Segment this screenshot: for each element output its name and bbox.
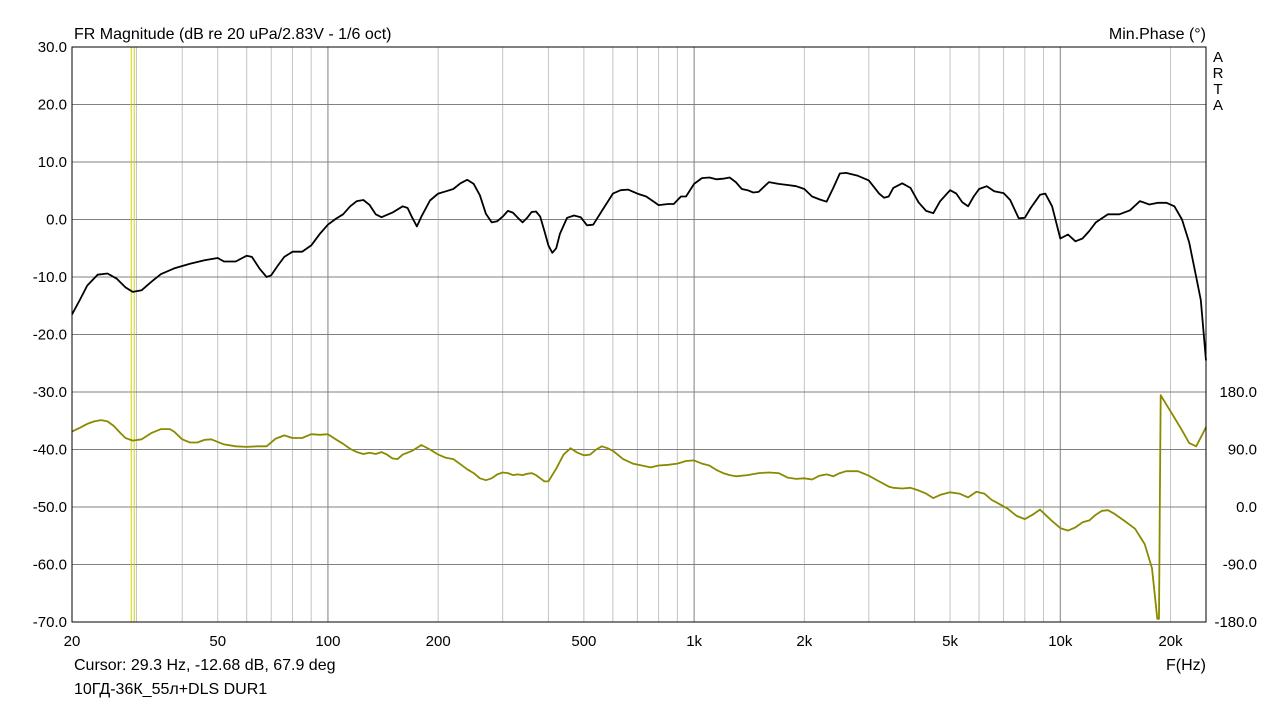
side-label-letter: R <box>1213 65 1224 82</box>
y-tick-label: 20.0 <box>38 97 67 114</box>
side-label-letter: A <box>1213 49 1223 66</box>
y2-tick-label: -180.0 <box>1214 614 1257 631</box>
grid <box>72 46 1206 623</box>
side-label-letter: A <box>1213 97 1223 114</box>
y-tick-label: -20.0 <box>33 327 67 344</box>
phase-line <box>71 394 1207 620</box>
plot-frame <box>71 46 1207 623</box>
cursor-readout: Cursor: 29.3 Hz, -12.68 dB, 67.9 deg <box>74 657 335 674</box>
magnitude-line <box>71 172 1207 361</box>
measurement-name: 10ГД-36К_55л+DLS DUR1 <box>74 681 267 698</box>
x-tick-label: 200 <box>426 633 451 650</box>
y-tick-label: 30.0 <box>38 39 67 56</box>
x-tick-labels: 20 50 100 200 500 1k 2k 5k 10k 20k <box>64 633 1183 650</box>
y-tick-label: -50.0 <box>33 499 67 516</box>
y-tick-label: -70.0 <box>33 614 67 631</box>
x-tick-label: 50 <box>209 633 226 650</box>
x-tick-label: 20k <box>1158 633 1183 650</box>
y2-tick-label: -90.0 <box>1223 557 1257 574</box>
x-tick-label: 10k <box>1048 633 1073 650</box>
y-tick-label: 10.0 <box>38 154 67 171</box>
right-axis-label: Min.Phase (°) <box>1109 26 1206 43</box>
series-layer <box>71 172 1207 620</box>
x-tick-label: 2k <box>796 633 812 650</box>
cursor-layer <box>130 47 135 622</box>
y-tick-label: -30.0 <box>33 384 67 401</box>
y2-tick-label: 90.0 <box>1228 442 1257 459</box>
x-tick-label: 20 <box>64 633 81 650</box>
x-tick-label: 500 <box>571 633 596 650</box>
y2-tick-label: 0.0 <box>1236 499 1257 516</box>
chart-title: FR Magnitude (dB re 20 uPa/2.83V - 1/6 o… <box>74 26 392 43</box>
y-tick-labels: 30.0 20.0 10.0 0.0 -10.0 -20.0 -30.0 -40.0 -50.0… <box>33 39 67 631</box>
x-tick-label: 1k <box>686 633 702 650</box>
y-tick-label: -10.0 <box>33 269 67 286</box>
y-tick-label: -40.0 <box>33 442 67 459</box>
y2-tick-labels: 180.0 90.0 0.0 -90.0 -180.0 <box>1214 384 1257 631</box>
y-tick-label: 0.0 <box>46 212 67 229</box>
x-tick-label: 100 <box>315 633 340 650</box>
x-axis-label: F(Hz) <box>1166 657 1206 674</box>
side-label-letter: T <box>1213 81 1222 98</box>
x-tick-label: 5k <box>942 633 958 650</box>
y2-tick-label: 180.0 <box>1219 384 1257 401</box>
y-tick-label: -60.0 <box>33 557 67 574</box>
